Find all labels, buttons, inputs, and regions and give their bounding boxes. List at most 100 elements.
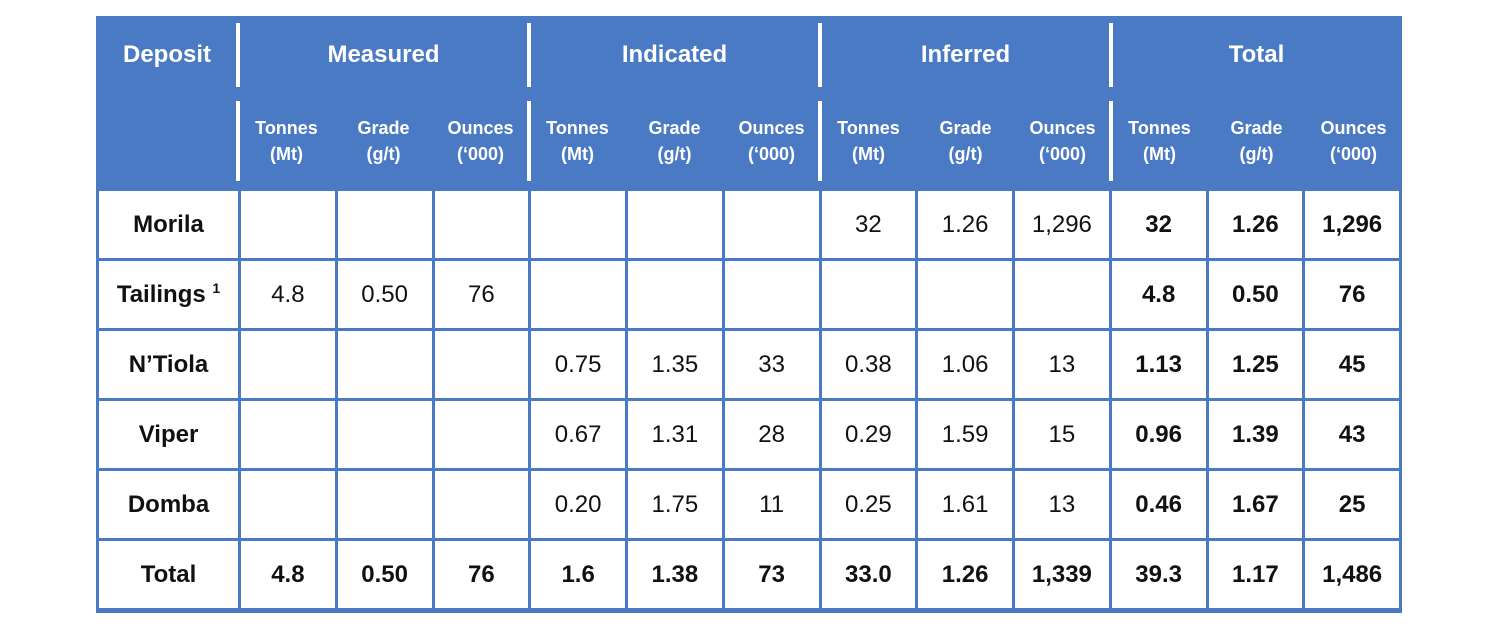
data-cell: 0.75 xyxy=(528,328,628,401)
data-cell: 39.3 xyxy=(1108,538,1209,613)
data-cell xyxy=(334,468,435,541)
data-cell: 32 xyxy=(818,188,919,261)
data-cell: 25 xyxy=(1302,468,1402,541)
data-cell: 1.39 xyxy=(1205,398,1306,471)
header-subrow-spacer xyxy=(96,94,240,188)
data-cell: 4.8 xyxy=(238,538,338,613)
table-row-total: Total 4.8 0.50 76 1.6 1.38 73 33.0 1.26 … xyxy=(96,538,1402,613)
data-cell: 1.31 xyxy=(625,398,725,471)
data-cell xyxy=(334,398,435,471)
subheader-unit: (‘000) xyxy=(1329,144,1378,164)
deposit-cell: Total xyxy=(96,538,241,613)
data-cell: 0.50 xyxy=(334,538,435,613)
subheader-unit: (‘000) xyxy=(456,144,505,164)
subheader-total-tonnes: Tonnes (Mt) xyxy=(1111,94,1208,188)
subheader-unit: (Mt) xyxy=(1143,144,1176,164)
data-cell: 0.67 xyxy=(528,398,628,471)
subheader-label: Tonnes xyxy=(255,117,318,138)
subheader-label: Ounces xyxy=(447,117,514,138)
subheader-label: Ounces xyxy=(1320,117,1387,138)
data-cell xyxy=(431,398,532,471)
table-row-morila: Morila 32 1.26 1,296 32 1.26 1,296 xyxy=(96,188,1402,261)
data-cell xyxy=(721,258,822,331)
data-cell: 1.38 xyxy=(625,538,725,613)
data-cell xyxy=(625,188,725,261)
data-cell: 15 xyxy=(1012,398,1112,471)
data-cell: 0.25 xyxy=(818,468,919,541)
subheader-unit: (‘000) xyxy=(747,144,796,164)
subheader-unit: (Mt) xyxy=(852,144,885,164)
data-cell: 43 xyxy=(1302,398,1402,471)
subheader-indicated-ounces: Ounces (‘000) xyxy=(723,94,822,188)
header-group-label: Inferred xyxy=(920,41,1011,68)
header-group-label: Indicated xyxy=(621,41,728,68)
deposit-name: Viper xyxy=(138,420,199,448)
header-group-total: Total xyxy=(1111,16,1402,94)
table-row-tailings: Tailings 1 4.8 0.50 76 4.8 0.50 76 xyxy=(96,258,1402,331)
data-cell: 1.26 xyxy=(915,538,1015,613)
data-cell: 11 xyxy=(721,468,822,541)
data-cell: 4.8 xyxy=(238,258,338,331)
data-cell: 1,486 xyxy=(1302,538,1402,613)
subheader-measured-tonnes: Tonnes (Mt) xyxy=(238,94,335,188)
data-cell xyxy=(431,188,532,261)
subheader-indicated-grade: Grade (g/t) xyxy=(626,94,723,188)
data-cell: 0.50 xyxy=(334,258,435,331)
data-cell xyxy=(721,188,822,261)
subheader-total-grade: Grade (g/t) xyxy=(1208,94,1305,188)
data-cell: 76 xyxy=(1302,258,1402,331)
data-cell xyxy=(238,468,338,541)
header-group-label: Measured xyxy=(327,41,440,68)
header-group-measured: Measured xyxy=(238,16,531,94)
subheader-label: Tonnes xyxy=(546,117,609,138)
data-cell: 4.8 xyxy=(1108,258,1209,331)
deposit-cell: Tailings 1 xyxy=(96,258,241,331)
subheader-inferred-grade: Grade (g/t) xyxy=(917,94,1014,188)
deposit-cell: N’Tiola xyxy=(96,328,241,401)
subheader-measured-ounces: Ounces (‘000) xyxy=(432,94,531,188)
subheader-unit: (g/t) xyxy=(366,144,401,164)
header-group-label: Total xyxy=(1228,41,1285,68)
data-cell: 1.59 xyxy=(915,398,1015,471)
header-deposit: Deposit xyxy=(96,16,240,94)
deposit-name: Domba xyxy=(127,490,210,518)
data-cell xyxy=(818,258,919,331)
data-cell xyxy=(238,398,338,471)
data-cell xyxy=(625,258,725,331)
mineral-resource-table: Deposit Measured Indicated Inferred Tota… xyxy=(96,16,1402,613)
data-cell xyxy=(431,468,532,541)
data-cell xyxy=(528,258,628,331)
data-cell: 1.61 xyxy=(915,468,1015,541)
data-cell xyxy=(334,188,435,261)
data-cell: 1.35 xyxy=(625,328,725,401)
data-cell: 0.46 xyxy=(1108,468,1209,541)
data-cell: 13 xyxy=(1012,328,1112,401)
subheader-indicated-tonnes: Tonnes (Mt) xyxy=(529,94,626,188)
data-cell: 1,296 xyxy=(1012,188,1112,261)
data-cell: 1.25 xyxy=(1205,328,1306,401)
data-cell xyxy=(431,328,532,401)
data-cell: 1.6 xyxy=(528,538,628,613)
deposit-name: Total xyxy=(140,560,197,588)
deposit-name: N’Tiola xyxy=(128,350,209,378)
deposit-cell: Morila xyxy=(96,188,241,261)
table-row-ntiola: N’Tiola 0.75 1.35 33 0.38 1.06 13 1.13 1… xyxy=(96,328,1402,401)
data-cell: 1.17 xyxy=(1205,538,1306,613)
subheader-unit: (g/t) xyxy=(1239,144,1274,164)
data-cell: 76 xyxy=(431,538,532,613)
data-cell: 0.38 xyxy=(818,328,919,401)
data-cell: 33 xyxy=(721,328,822,401)
subheader-unit: (‘000) xyxy=(1038,144,1087,164)
data-cell: 28 xyxy=(721,398,822,471)
data-cell: 1,339 xyxy=(1012,538,1112,613)
data-cell: 76 xyxy=(431,258,532,331)
subheader-label: Grade xyxy=(939,117,992,138)
subheader-inferred-tonnes: Tonnes (Mt) xyxy=(820,94,917,188)
data-cell xyxy=(238,188,338,261)
data-cell xyxy=(238,328,338,401)
data-cell: 73 xyxy=(721,538,822,613)
subheader-measured-grade: Grade (g/t) xyxy=(335,94,432,188)
subheader-label: Ounces xyxy=(738,117,805,138)
data-cell: 1.26 xyxy=(1205,188,1306,261)
header-group-indicated: Indicated xyxy=(529,16,822,94)
